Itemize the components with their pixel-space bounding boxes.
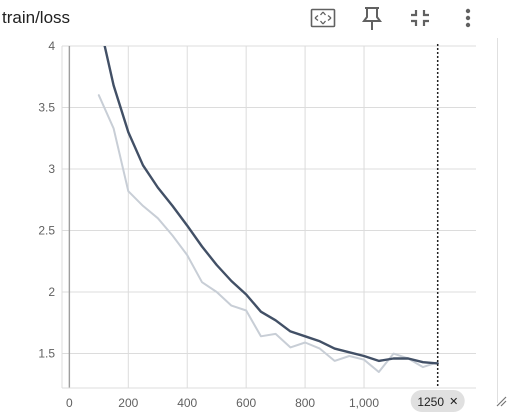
x-tick-label: 400 [177, 396, 197, 410]
y-tick-label: 2.5 [38, 224, 55, 238]
cursor-group: 1250 ✕ [410, 44, 465, 412]
smoothed-loss-line [103, 46, 439, 365]
axes [61, 46, 476, 389]
series-group [97, 46, 439, 373]
y-tick-label: 1.5 [38, 347, 55, 361]
collapse-button[interactable] [405, 4, 435, 32]
more-vert-icon [465, 8, 471, 28]
x-tick-label: 0 [66, 396, 73, 410]
pin-icon [362, 7, 382, 30]
x-tick-label: 600 [236, 396, 256, 410]
y-tick-label: 3.5 [38, 101, 55, 115]
raw-loss-line [97, 94, 439, 373]
x-tick-label: 800 [295, 396, 315, 410]
y-tick-label: 3 [48, 162, 55, 176]
card-right-border [497, 38, 498, 403]
y-tick-label: 2 [48, 285, 55, 299]
resize-handle-group[interactable] [496, 396, 507, 407]
resize-handle-icon[interactable] [496, 396, 507, 407]
x-tick-label: 1,000 [349, 396, 379, 410]
cursor-step-label: 1250 [417, 395, 444, 409]
fit-domain-icon [310, 8, 336, 28]
cursor-badge [410, 390, 465, 412]
cursor-close-icon[interactable]: ✕ [449, 396, 458, 408]
grid [62, 45, 476, 388]
fit-domain-button[interactable] [308, 4, 338, 32]
collapse-icon [411, 10, 429, 26]
x-tick-label: 200 [118, 396, 138, 410]
y-tick-label: 4 [48, 39, 55, 53]
more-options-button[interactable] [453, 4, 483, 32]
card-title: train/loss [2, 8, 71, 27]
pin-button[interactable] [357, 4, 387, 32]
tick-labels: 1.5 2 2.5 3 3.5 4 0 200 400 600 800 1,000 [38, 39, 379, 410]
